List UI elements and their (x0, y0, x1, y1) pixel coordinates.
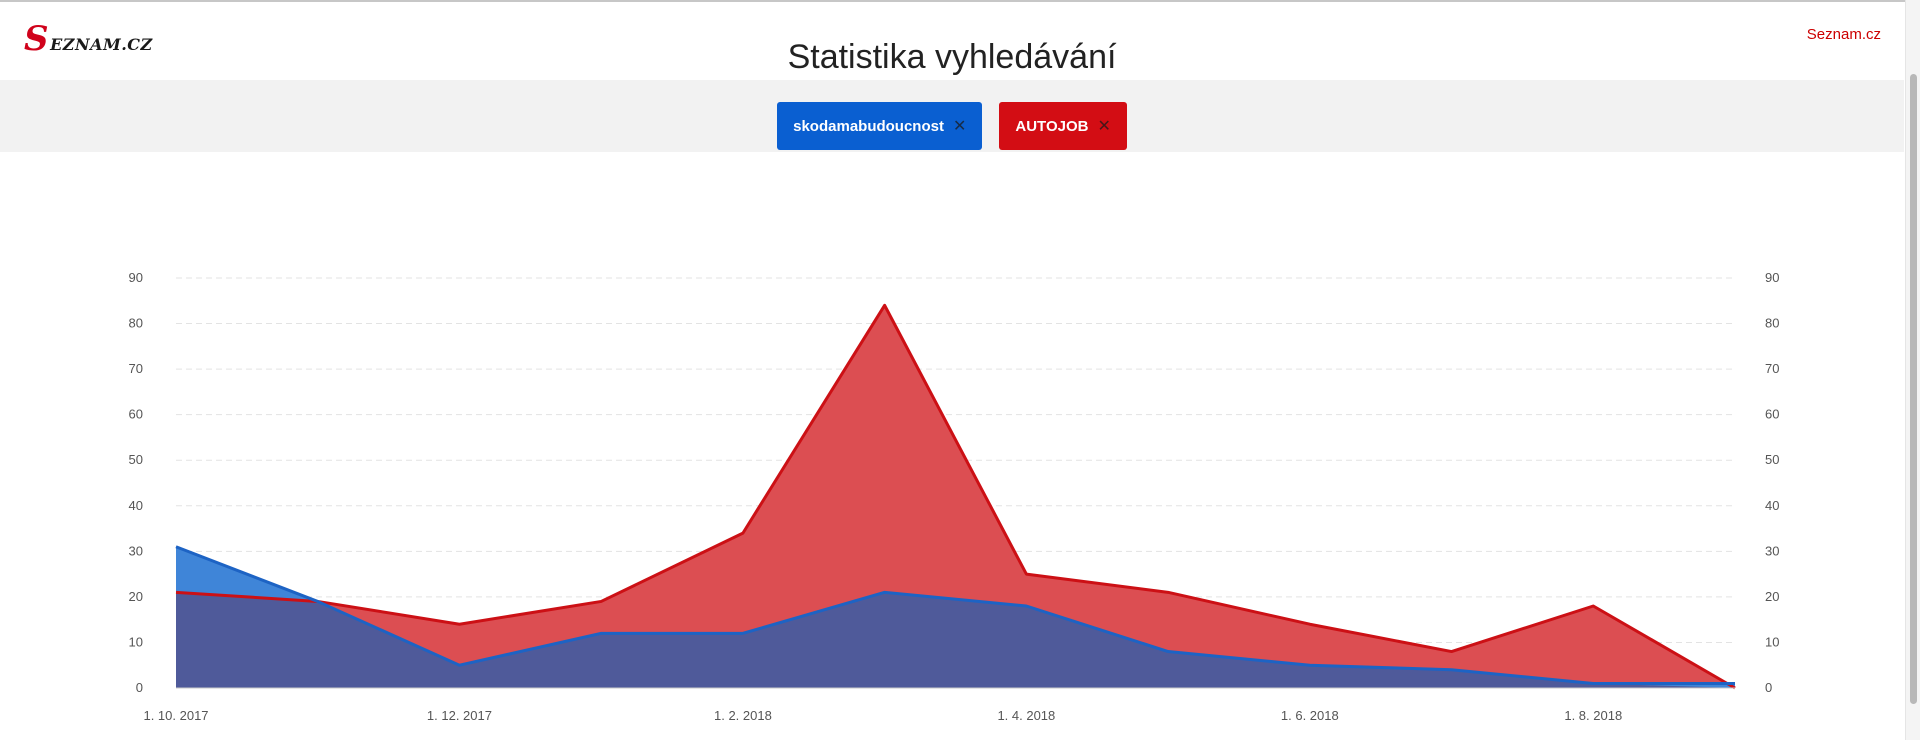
y-tick-label-left: 20 (129, 589, 143, 604)
y-tick-label-left: 60 (129, 407, 143, 422)
x-tick-label: 1. 6. 2018 (1281, 708, 1339, 723)
logo-wordmark: EZNAM.CZ (50, 35, 153, 54)
y-tick-label-right: 30 (1765, 543, 1779, 558)
page-title: Statistika vyhledávání (787, 38, 1117, 76)
x-tick-label: 1. 4. 2018 (997, 708, 1055, 723)
vertical-scrollbar[interactable] (1905, 0, 1920, 740)
close-icon[interactable]: ✕ (952, 118, 967, 135)
y-tick-label-right: 60 (1765, 407, 1779, 422)
query-bar: skodamabudoucnost ✕ AUTOJOB ✕ (0, 80, 1904, 152)
query-chips: skodamabudoucnost ✕ AUTOJOB ✕ (0, 102, 1904, 150)
y-tick-label-right: 70 (1765, 361, 1779, 376)
x-tick-label: 1. 12. 2017 (427, 708, 492, 723)
y-tick-label-left: 70 (129, 361, 143, 376)
y-tick-label-left: 40 (129, 498, 143, 513)
top-border (0, 0, 1920, 2)
y-tick-label-left: 30 (129, 543, 143, 558)
y-tick-label-right: 40 (1765, 498, 1779, 513)
y-tick-label-right: 0 (1765, 680, 1772, 695)
y-tick-label-right: 20 (1765, 589, 1779, 604)
y-tick-label-left: 80 (129, 316, 143, 331)
series-line-skodamabudoucnost (175, 545, 1735, 685)
seznam-link[interactable]: Seznam.cz (1806, 26, 1881, 43)
series-area-autojob (176, 305, 1735, 688)
y-tick-label-left: 0 (136, 680, 143, 695)
query-chip-autojob[interactable]: AUTOJOB ✕ (999, 102, 1127, 150)
series-line-autojob (175, 303, 1736, 690)
query-chip-skodamabudoucnost[interactable]: skodamabudoucnost ✕ (777, 102, 983, 150)
x-tick-label: 1. 10. 2017 (143, 708, 208, 723)
x-tick-label: 1. 8. 2018 (1564, 708, 1622, 723)
query-chip-label: AUTOJOB (1015, 117, 1089, 135)
y-tick-label-right: 50 (1765, 452, 1779, 467)
scrollbar-thumb[interactable] (1910, 74, 1917, 704)
seznam-logo[interactable]: S EZNAM.CZ (24, 22, 153, 56)
query-chip-label: skodamabudoucnost (793, 117, 944, 135)
y-tick-label-left: 50 (129, 452, 143, 467)
y-tick-label-left: 90 (129, 270, 143, 285)
series-area-overlap (176, 592, 1735, 688)
close-icon[interactable]: ✕ (1097, 118, 1111, 135)
y-tick-label-right: 10 (1765, 634, 1779, 649)
y-tick-label-right: 80 (1765, 316, 1779, 331)
x-tick-label: 1. 2. 2018 (714, 708, 772, 723)
y-tick-label-left: 10 (129, 634, 143, 649)
logo-initial: S (24, 19, 50, 59)
y-tick-label-right: 90 (1765, 270, 1779, 285)
